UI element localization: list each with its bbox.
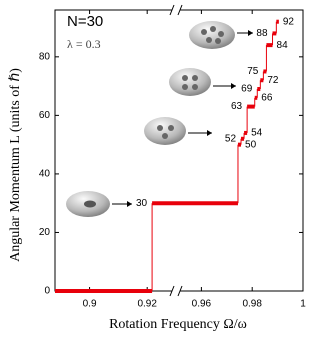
value-label: 50 <box>245 139 257 150</box>
icon <box>218 31 224 37</box>
value-label: 69 <box>241 84 253 95</box>
x-tick-label: 0.9 <box>83 299 97 310</box>
icon <box>201 29 207 35</box>
value-label: 52 <box>225 133 237 144</box>
chart: N=30 λ = 0.3 Rotation Frequency Ω/ω Angu… <box>8 4 306 332</box>
arrow-head <box>248 30 253 36</box>
y-tick-label: 40 <box>39 169 51 180</box>
icon <box>182 84 188 90</box>
torus-icons <box>66 21 235 217</box>
plot-frame <box>54 9 304 292</box>
y-tick-label: 60 <box>39 110 51 121</box>
value-label: 88 <box>256 28 268 39</box>
icon <box>182 75 188 81</box>
icon <box>144 117 186 145</box>
arrow-head <box>127 201 132 207</box>
icon <box>210 26 216 32</box>
value-label: 63 <box>231 101 243 112</box>
x-tick-label: 0.92 <box>137 299 157 310</box>
icon <box>189 21 235 49</box>
x-axis-label: Rotation Frequency Ω/ω <box>109 317 247 332</box>
y-tick-label: 20 <box>39 227 51 238</box>
icon <box>162 133 168 139</box>
value-label: 30 <box>136 198 148 209</box>
value-label: 84 <box>277 40 289 51</box>
icon <box>192 84 198 90</box>
y-tick-label: 0 <box>44 286 50 297</box>
icon <box>84 200 96 208</box>
x-tick-label: 0.98 <box>242 299 262 310</box>
value-label: 92 <box>283 16 295 27</box>
value-label: 75 <box>247 66 259 77</box>
axis-break <box>177 285 183 297</box>
icon <box>169 68 211 96</box>
x-tick-label: 0.96 <box>192 299 212 310</box>
icon <box>157 125 163 131</box>
value-label: 54 <box>251 128 263 139</box>
icon <box>168 125 174 131</box>
y-tick-label: 80 <box>39 51 51 62</box>
arrow-head <box>207 130 212 136</box>
axis-break <box>169 285 175 297</box>
icon <box>215 38 221 44</box>
chart-title: N=30 <box>67 13 103 30</box>
subtitle: λ = 0.3 <box>67 37 101 51</box>
axis-break <box>172 286 180 296</box>
value-label: 66 <box>261 92 273 103</box>
icon <box>192 75 198 81</box>
value-label: 72 <box>267 75 279 86</box>
axis-break <box>177 4 183 16</box>
axis-break <box>172 5 180 15</box>
icon <box>206 37 212 43</box>
axis-break <box>169 4 175 16</box>
x-tick-label: 1 <box>300 299 306 310</box>
arrow-head <box>231 83 236 89</box>
y-axis-label: Angular Momentum L (units of ℏ) <box>8 68 23 262</box>
